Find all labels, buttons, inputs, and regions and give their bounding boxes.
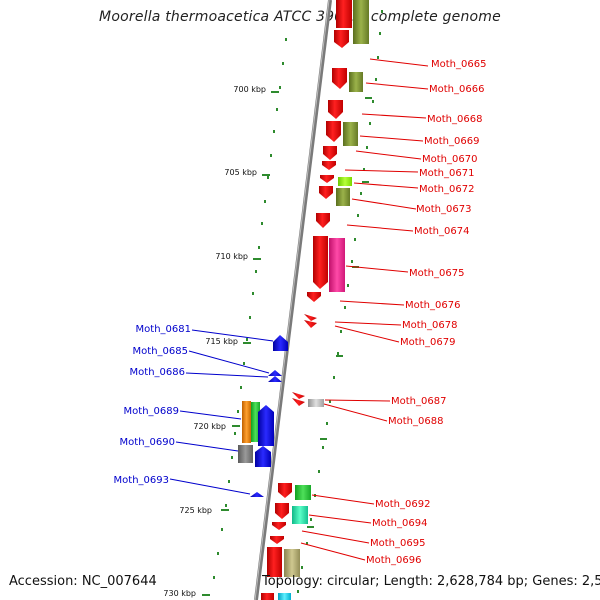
- tick-label-725: 725 kbp: [179, 506, 212, 515]
- gene-label-moth-0673[interactable]: Moth_0673: [416, 204, 471, 215]
- tick-715: [243, 342, 251, 344]
- gene-label-moth-0690[interactable]: Moth_0690: [120, 437, 175, 448]
- gene-glyph: [261, 593, 274, 600]
- tick-730: [202, 594, 210, 596]
- gene-glyph: [251, 402, 260, 442]
- gene-glyph: [238, 445, 253, 463]
- accession-text: Accession: NC_007644: [9, 574, 157, 589]
- tick-725: [221, 509, 229, 511]
- tick-720: [232, 425, 240, 427]
- gene-glyph: [255, 446, 271, 467]
- gene-label-moth-0694[interactable]: Moth_0694: [372, 518, 427, 529]
- outer-guide-dots: [297, 10, 383, 593]
- gene-label-moth-0693[interactable]: Moth_0693: [114, 475, 169, 486]
- gene-glyph: [304, 314, 317, 321]
- gene-label-moth-0665[interactable]: Moth_0665: [431, 59, 486, 70]
- genome-backbone-highlight: [254, 0, 330, 600]
- gene-label-moth-0689[interactable]: Moth_0689: [124, 406, 179, 417]
- genome-summary-text: Topology: circular; Length: 2,628,784 bp…: [262, 574, 600, 589]
- gene-label-moth-0681[interactable]: Moth_0681: [136, 324, 191, 335]
- genome-backbone: [254, 0, 332, 600]
- gene-glyph: [250, 492, 264, 497]
- gene-glyph: [273, 335, 288, 351]
- map-title: Moorella thermoacetica ATCC 39073, compl…: [99, 9, 501, 25]
- gene-glyph: [322, 161, 336, 170]
- gene-glyph: [338, 177, 352, 186]
- gene-glyph: [349, 72, 363, 92]
- gene-glyph: [292, 398, 305, 406]
- gene-label-moth-0675[interactable]: Moth_0675: [409, 268, 464, 279]
- gene-glyph: [278, 593, 291, 600]
- gene-glyph: [316, 213, 330, 228]
- gene-glyph: [307, 292, 321, 302]
- gene-glyph: [343, 122, 358, 146]
- reverse-gene-glyphs: [238, 335, 288, 497]
- reverse-gene-labels: Moth_0681 Moth_0685 Moth_0686 Moth_0689 …: [114, 324, 191, 486]
- tick-label-715: 715 kbp: [205, 337, 238, 346]
- tick-700: [271, 91, 279, 93]
- gene-label-moth-0666[interactable]: Moth_0666: [429, 84, 484, 95]
- gene-glyph: [267, 547, 282, 577]
- gene-glyph: [308, 399, 324, 407]
- gene-glyph: [275, 503, 289, 519]
- gene-glyph: [268, 376, 282, 382]
- gene-label-moth-0670[interactable]: Moth_0670: [422, 154, 477, 165]
- tick-705: [262, 174, 270, 176]
- gene-glyph: [272, 522, 286, 530]
- gene-glyph: [313, 236, 328, 289]
- gene-glyph: [278, 483, 292, 498]
- gene-label-moth-0696[interactable]: Moth_0696: [366, 555, 421, 566]
- gene-glyph: [328, 100, 343, 119]
- tick-710: [253, 258, 261, 260]
- scale-ticks: 700 kbp 705 kbp 710 kbp 715 kbp 720 kbp …: [163, 85, 279, 598]
- gene-glyph: [319, 186, 333, 199]
- gene-label-moth-0668[interactable]: Moth_0668: [427, 114, 482, 125]
- gene-glyph: [336, 188, 350, 206]
- tick-label-700: 700 kbp: [233, 85, 266, 94]
- gene-label-moth-0687[interactable]: Moth_0687: [391, 396, 446, 407]
- gene-glyph: [320, 175, 334, 183]
- gene-glyph: [353, 0, 369, 44]
- tick-label-720: 720 kbp: [193, 422, 226, 431]
- gene-label-moth-0695[interactable]: Moth_0695: [370, 538, 425, 549]
- gene-label-moth-0688[interactable]: Moth_0688: [388, 416, 443, 427]
- gene-glyph: [268, 370, 282, 376]
- gene-label-moth-0669[interactable]: Moth_0669: [424, 136, 479, 147]
- gene-glyph: [334, 30, 349, 48]
- gene-glyph: [258, 405, 274, 446]
- gene-glyph: [323, 146, 337, 160]
- gene-glyph: [326, 121, 341, 142]
- tick-label-710: 710 kbp: [215, 252, 248, 261]
- tick-label-730: 730 kbp: [163, 589, 196, 598]
- gene-label-moth-0685[interactable]: Moth_0685: [133, 346, 188, 357]
- inner-guide-dots: [213, 38, 287, 579]
- gene-glyph: [332, 68, 347, 89]
- gene-glyph: [304, 320, 317, 328]
- gene-glyph: [329, 238, 345, 292]
- forward-gene-labels: Moth_0665 Moth_0666 Moth_0668 Moth_0669 …: [366, 59, 486, 566]
- gene-glyph: [292, 506, 308, 524]
- minor-ticks: [307, 97, 372, 528]
- gene-label-moth-0678[interactable]: Moth_0678: [402, 320, 457, 331]
- gene-glyph: [242, 401, 251, 443]
- forward-gene-glyphs: [261, 0, 369, 600]
- gene-label-moth-0692[interactable]: Moth_0692: [375, 499, 430, 510]
- gene-label-moth-0686[interactable]: Moth_0686: [130, 367, 185, 378]
- gene-label-moth-0671[interactable]: Moth_0671: [419, 168, 474, 179]
- gene-glyph: [284, 549, 300, 577]
- gene-label-moth-0676[interactable]: Moth_0676: [405, 300, 460, 311]
- gene-glyph: [295, 485, 311, 500]
- gene-label-moth-0674[interactable]: Moth_0674: [414, 226, 469, 237]
- gene-glyph: [336, 0, 352, 28]
- gene-glyph: [292, 392, 305, 399]
- forward-leaders: [300, 58, 429, 561]
- gene-label-moth-0679[interactable]: Moth_0679: [400, 337, 455, 348]
- reverse-leaders: [169, 329, 274, 495]
- gene-glyph: [270, 536, 284, 544]
- tick-label-705: 705 kbp: [224, 168, 257, 177]
- gene-label-moth-0672[interactable]: Moth_0672: [419, 184, 474, 195]
